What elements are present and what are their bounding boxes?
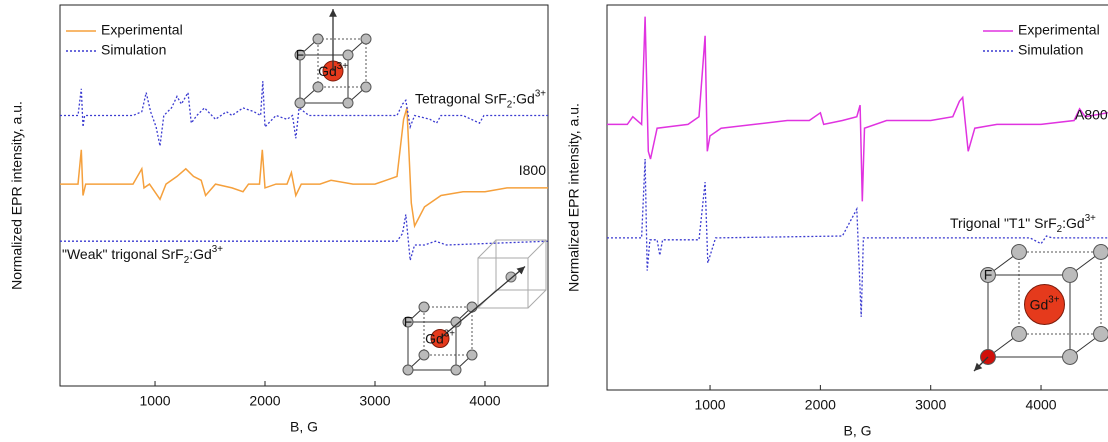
cube-edge [495,239,547,291]
cube-edge [299,54,349,104]
cube-edge [407,321,457,371]
atom [342,49,354,61]
x-tick-label: 4000 [1025,397,1056,413]
legend-label: Simulation [1018,42,1083,58]
legend-label: Experimental [1018,22,1100,38]
series-label: "Weak" trigonal SrF2:Gd3+ [62,244,223,266]
text-part: Gd [1030,296,1049,312]
atom [294,97,306,109]
atom [360,33,372,45]
x-tick-label: 3000 [915,397,946,413]
series-label: Trigonal "T1" SrF2:Gd3+ [950,213,1096,235]
text-part: I800 [519,162,546,178]
inset-cube: F Gd3+ [294,9,372,109]
x-tick-label: 4000 [469,393,500,409]
cube-edge [1018,251,1102,335]
traces [60,81,548,261]
atom [980,267,996,283]
legend-label: Experimental [101,22,183,38]
y-axis-label: Normalized EPR intensity, a.u. [9,101,25,290]
arrow [439,266,526,339]
atom-label: F [296,47,305,63]
text-part: 2 [184,255,189,266]
series-label: Tetragonal SrF2:Gd3+ [415,89,546,111]
cube-edge [477,257,529,309]
text-part: :Gd [512,90,535,106]
text-part: A800 [1075,106,1108,122]
gd-ion [1024,284,1065,325]
atom-label: F [984,267,993,283]
atom [294,49,306,61]
atom [312,81,324,93]
x-tick-label: 2000 [805,397,836,413]
spectrum [607,158,1108,317]
x-tick-label: 3000 [359,393,390,409]
atom [1062,349,1078,365]
text-part: Tetragonal SrF [415,90,507,106]
text-part: :Gd [189,246,212,262]
series-label: I800 [519,162,546,178]
arrow [973,356,989,372]
text-part: 3+ [535,89,546,100]
x-tick-label: 2000 [249,393,280,409]
inset-cube: F Gd3+ [973,244,1108,372]
atom [1011,244,1027,260]
cube-edge [423,306,473,356]
x-axis-label: B, G [843,423,871,439]
traces [607,16,1108,317]
text-part: 3+ [1048,295,1059,306]
cube-edge [987,274,1071,358]
text-part: Gd [425,330,444,346]
atom [418,301,430,313]
atom [342,97,354,109]
series-label: A800 [1075,106,1108,122]
inset-cube: F Gd3+ [402,239,547,376]
text-part: Trigonal "T1" SrF [950,215,1057,231]
cube-edge [527,239,547,259]
text-part: 3+ [444,329,455,340]
text-part: 3+ [1085,213,1096,224]
ion-label: Gd3+ [1030,295,1060,313]
x-tick-label: 1000 [694,397,725,413]
ion-label: Gd3+ [318,61,348,79]
spectrum [607,16,1108,202]
ion-label: Gd3+ [425,329,455,347]
text-part: "Weak" trigonal SrF [62,246,184,262]
spectrum [60,107,548,229]
legend-label: Simulation [101,42,166,58]
atom [402,364,414,376]
text-part: 2 [1057,224,1062,235]
atom [505,271,517,283]
atom [1093,244,1108,260]
atom [312,33,324,45]
plot-frame [59,4,549,387]
atom [466,301,478,313]
atom [466,349,478,361]
atom [1093,326,1108,342]
atom [450,316,462,328]
y-axis-label: Normalized EPR intensity, a.u. [566,103,582,292]
cube-edge [317,38,367,88]
text-part: 3+ [337,61,348,72]
atom-label: F [404,314,413,330]
text-part: Gd [318,63,337,79]
plot-frame [606,4,1108,391]
atom [450,364,462,376]
cube-edge [477,239,497,259]
spectrum [60,214,548,261]
x-axis-label: B, G [290,419,318,435]
x-tick-label: 1000 [139,393,170,409]
atom [418,349,430,361]
text-part: 2 [507,100,512,111]
cube-edge [527,289,547,309]
text-part: 3+ [212,244,223,255]
text-part: :Gd [1062,215,1085,231]
atom [360,81,372,93]
spectrum [60,81,548,147]
atom [1062,267,1078,283]
atom [1011,326,1027,342]
atom [402,316,414,328]
